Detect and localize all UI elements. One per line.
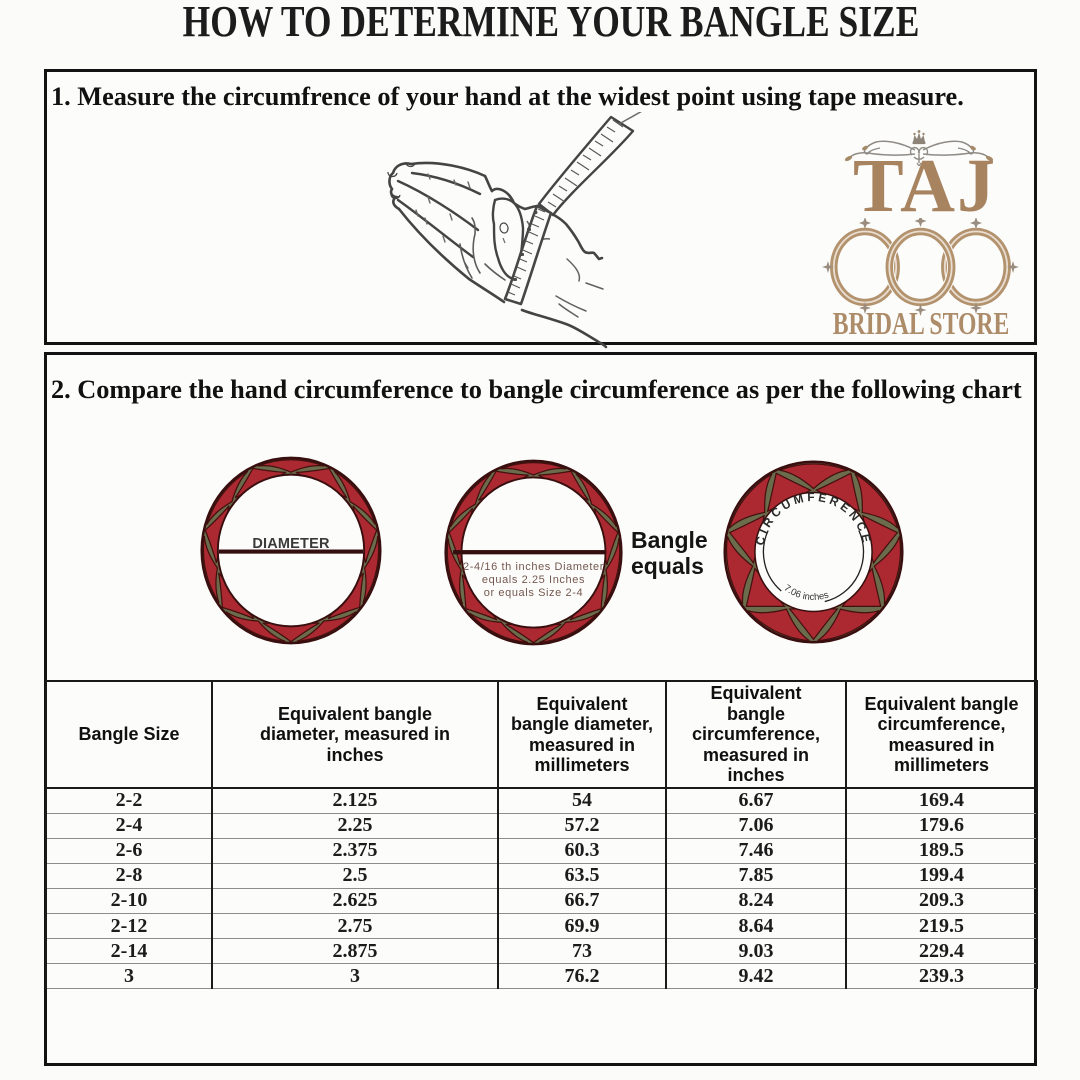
svg-text:7.06 inches: 7.06 inches [782, 583, 831, 603]
